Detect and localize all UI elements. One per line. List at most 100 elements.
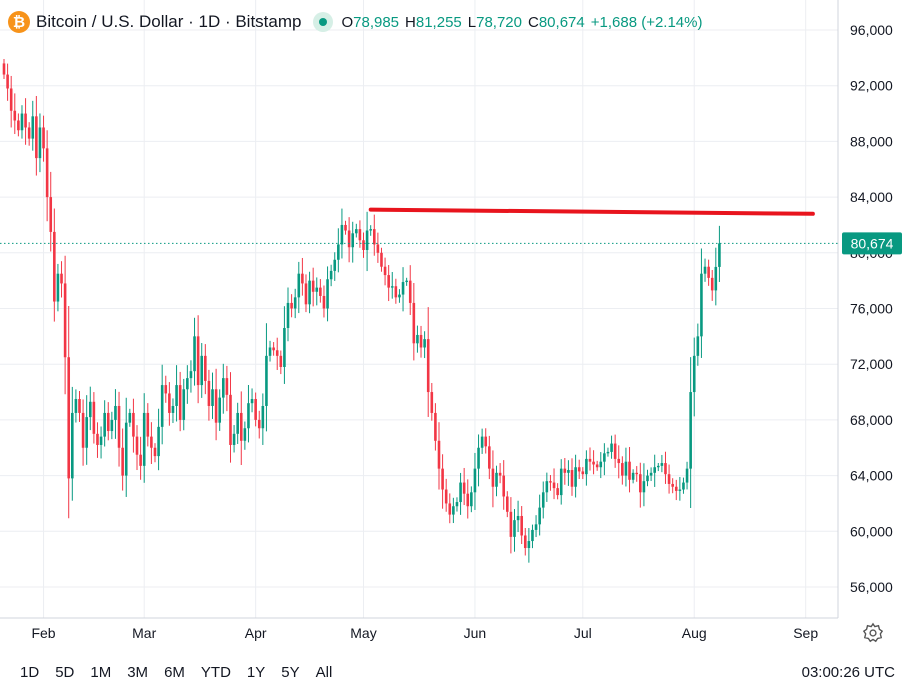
candle-body [56, 273, 60, 302]
candle-body [308, 280, 311, 305]
candle-body [31, 116, 35, 139]
candle-body [707, 266, 710, 278]
candle-body [13, 110, 17, 121]
candle-body [293, 297, 297, 309]
settings-gear-icon[interactable] [862, 622, 884, 644]
candle-body [63, 283, 67, 358]
candle-body [196, 336, 200, 386]
candle-body [444, 489, 448, 504]
candle-body [653, 467, 656, 473]
candle-body [639, 474, 642, 493]
price-tag-box [842, 232, 902, 255]
candle-body [682, 482, 685, 490]
close-label: C [528, 13, 539, 31]
y-tick-label: 72,000 [850, 356, 893, 372]
range-all-button[interactable]: All [315, 664, 333, 681]
range-5y-button[interactable]: 5Y [281, 664, 300, 681]
candle-body [257, 419, 261, 429]
candle-body [380, 252, 383, 267]
candle-body [574, 467, 577, 487]
candle-body [186, 378, 189, 390]
candle-body [685, 468, 689, 483]
candle-body [175, 385, 178, 406]
candle-body [613, 443, 617, 459]
candle-body [405, 280, 408, 283]
candle-body [150, 436, 153, 448]
range-1d-button[interactable]: 1D [20, 664, 40, 681]
candle-body [207, 380, 211, 406]
candle-body [114, 405, 117, 420]
candle-body [599, 461, 603, 468]
candle-body [588, 458, 592, 462]
candle-body [272, 347, 275, 351]
utc-clock[interactable]: 03:00:26 UTC [801, 664, 895, 681]
candle-body [689, 392, 692, 469]
candle-body [250, 399, 254, 404]
candle-body [232, 433, 236, 445]
candle-body [315, 287, 319, 292]
candle-body [117, 405, 121, 448]
candle-body [426, 339, 430, 393]
bottom-toolbar: 1D 5D 1M 3M 6M YTD 1Y 5Y All 03:00:26 UT… [0, 656, 905, 681]
candle-body [567, 470, 570, 473]
candle-body [286, 302, 290, 328]
candle-body [703, 266, 707, 274]
candle-body [581, 471, 585, 475]
open-label: O [341, 13, 354, 31]
candle-body [236, 412, 239, 434]
candle-body [333, 259, 337, 271]
candle-body [304, 283, 308, 305]
candle-body [326, 279, 329, 309]
candle-body [297, 273, 301, 298]
range-5d-button[interactable]: 5D [55, 664, 75, 681]
range-ytd-button[interactable]: YTD [200, 664, 231, 681]
candle-body [157, 426, 160, 457]
range-6m-button[interactable]: 6M [164, 664, 185, 681]
candle-body [369, 229, 372, 231]
candle-body [110, 419, 114, 432]
candle-body [319, 287, 322, 296]
candle-body [164, 385, 168, 394]
candle-body [365, 230, 369, 251]
symbol-title[interactable]: Bitcoin / U.S. Dollar · 1D · Bitstamp [36, 12, 302, 31]
candle-body [53, 231, 56, 302]
candle-body [290, 302, 293, 309]
range-3m-button[interactable]: 3M [127, 664, 149, 681]
candle-body [610, 443, 613, 452]
x-tick-label: Sep [793, 625, 818, 641]
candle-body [570, 470, 574, 487]
candle-body [340, 224, 344, 245]
range-1y-button[interactable]: 1Y [246, 664, 266, 681]
candle-body [545, 481, 549, 493]
candle-body [204, 355, 207, 381]
candle-body [696, 336, 700, 356]
candle-body [448, 503, 452, 515]
candle-body [660, 463, 664, 466]
y-tick-label: 68,000 [850, 412, 893, 428]
candle-body [225, 378, 229, 395]
candle-body [214, 389, 218, 423]
candle-body [200, 355, 204, 386]
candle-body [541, 492, 545, 508]
candle-body [218, 397, 221, 423]
candle-body [394, 286, 398, 298]
candle-body [649, 472, 653, 476]
candle-body [103, 412, 106, 437]
candle-body [60, 273, 63, 284]
candle-body [99, 436, 103, 445]
candle-body [376, 244, 380, 253]
candle-body [408, 280, 412, 303]
candle-body [265, 355, 268, 406]
candle-body [358, 229, 362, 241]
candle-body [700, 273, 703, 337]
candle-body [401, 282, 405, 295]
bitcoin-icon: ₿ [8, 11, 30, 33]
candle-body [412, 302, 416, 344]
y-tick-label: 64,000 [850, 468, 893, 484]
candle-body [671, 483, 674, 487]
range-1m-button[interactable]: 1M [90, 664, 112, 681]
candle-body [243, 428, 247, 441]
x-tick-label: Jun [464, 625, 487, 641]
candle-body [6, 74, 9, 89]
